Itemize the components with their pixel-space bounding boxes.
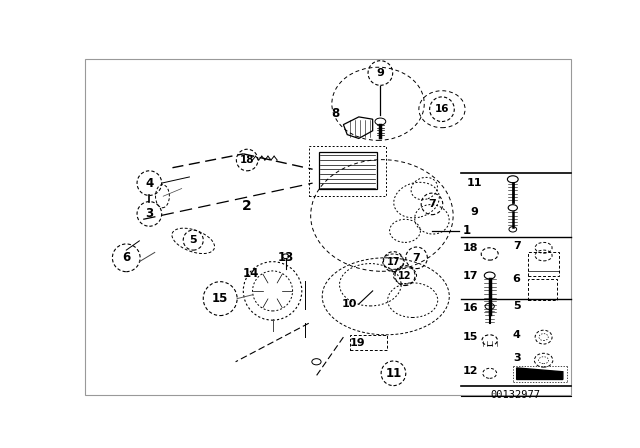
Polygon shape	[516, 368, 563, 379]
Text: 12: 12	[398, 271, 412, 280]
Text: 7: 7	[413, 253, 420, 263]
Text: 15: 15	[463, 332, 478, 342]
Text: 11: 11	[385, 367, 401, 380]
Text: 3: 3	[145, 207, 154, 220]
Text: 14: 14	[243, 267, 259, 280]
Text: 9: 9	[470, 207, 478, 217]
Text: 12: 12	[463, 366, 478, 376]
Text: 3: 3	[513, 353, 520, 363]
Bar	[528, 252, 559, 276]
Text: 16: 16	[463, 303, 478, 313]
Text: 11: 11	[467, 178, 482, 188]
Text: 17: 17	[387, 257, 400, 267]
Text: 6: 6	[122, 251, 131, 264]
Text: 4: 4	[513, 330, 520, 340]
Text: 4: 4	[145, 177, 154, 190]
Text: 2: 2	[243, 199, 252, 213]
Text: 15: 15	[212, 292, 228, 305]
Text: 1: 1	[463, 224, 470, 237]
Text: 5: 5	[513, 302, 520, 311]
Text: 00132977: 00132977	[490, 390, 540, 400]
Text: 16: 16	[435, 104, 449, 114]
Text: 7: 7	[428, 199, 436, 209]
Bar	[319, 151, 376, 189]
Text: 10: 10	[342, 299, 357, 309]
Text: 9: 9	[376, 68, 384, 78]
Text: 5: 5	[189, 235, 197, 245]
Text: 6: 6	[513, 274, 520, 284]
Text: 13: 13	[278, 251, 294, 264]
Text: 7: 7	[513, 241, 520, 251]
Bar	[308, 146, 386, 196]
Text: 17: 17	[463, 271, 478, 280]
Bar	[349, 335, 387, 350]
Text: 19: 19	[349, 337, 365, 348]
Text: 18: 18	[463, 243, 478, 253]
Text: 18: 18	[240, 155, 255, 165]
Bar	[528, 279, 557, 300]
Text: 8: 8	[332, 108, 340, 121]
